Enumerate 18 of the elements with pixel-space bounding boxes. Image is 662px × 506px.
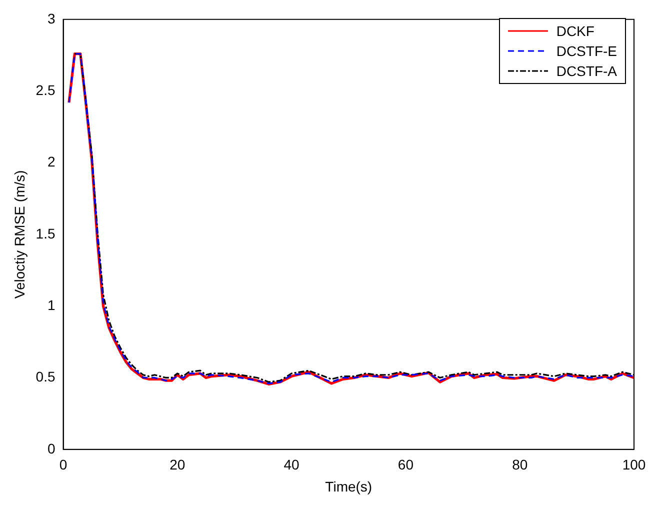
y-tick-label: 1.5 — [36, 225, 56, 242]
x-axis-title: Time(s) — [325, 478, 372, 494]
x-tick-label: 40 — [284, 456, 300, 473]
legend-label: DCSTF-A — [556, 63, 617, 79]
y-tick-label: 1 — [47, 296, 56, 313]
legend-label: DCSTF-E — [556, 43, 617, 59]
y-tick-label: 0.5 — [36, 368, 56, 385]
x-tick-label: 100 — [622, 456, 646, 473]
x-tick-label: 0 — [59, 456, 68, 473]
y-tick-label: 3 — [47, 10, 56, 26]
x-tick-label: 80 — [512, 456, 528, 473]
y-tick-label: 2 — [47, 154, 56, 170]
y-tick-label: 2.5 — [36, 82, 56, 98]
y-tick-label: 0 — [47, 440, 56, 456]
y-axis-title: Veloctiy RMSE (m/s) — [11, 170, 28, 299]
x-tick-label: 60 — [398, 456, 414, 473]
legend-label: DCKF — [556, 23, 594, 39]
x-tick-label: 20 — [170, 456, 186, 473]
